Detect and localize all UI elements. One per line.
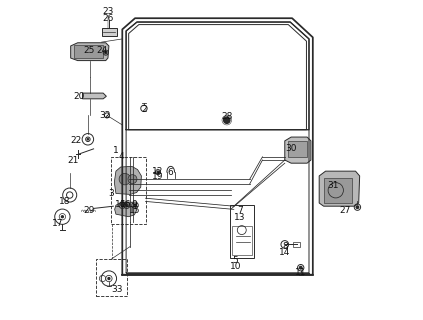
Text: 17: 17 bbox=[52, 219, 64, 228]
Text: 24: 24 bbox=[96, 45, 107, 55]
Text: 19: 19 bbox=[151, 172, 163, 181]
Polygon shape bbox=[285, 137, 311, 163]
Circle shape bbox=[108, 277, 110, 279]
Text: 13: 13 bbox=[234, 213, 246, 222]
Text: 23: 23 bbox=[102, 7, 114, 16]
Polygon shape bbox=[319, 171, 360, 206]
Text: 12: 12 bbox=[152, 167, 163, 176]
Text: 26: 26 bbox=[102, 14, 114, 23]
Circle shape bbox=[224, 117, 230, 123]
Circle shape bbox=[119, 173, 131, 185]
Text: 5: 5 bbox=[233, 256, 238, 265]
Text: 4: 4 bbox=[119, 152, 124, 161]
Circle shape bbox=[87, 139, 88, 140]
Circle shape bbox=[105, 52, 107, 53]
Text: 21: 21 bbox=[67, 156, 79, 164]
Text: 7: 7 bbox=[237, 206, 243, 215]
Circle shape bbox=[356, 206, 359, 208]
Text: 32: 32 bbox=[99, 111, 110, 120]
Text: 9: 9 bbox=[132, 200, 137, 209]
Text: 22: 22 bbox=[71, 136, 82, 145]
Bar bbox=[111, 157, 146, 224]
Text: 6: 6 bbox=[167, 168, 173, 177]
Circle shape bbox=[299, 267, 302, 269]
Polygon shape bbox=[115, 202, 137, 217]
Text: 8: 8 bbox=[282, 242, 288, 251]
Text: 16: 16 bbox=[115, 200, 126, 209]
Text: 27: 27 bbox=[340, 206, 351, 215]
Bar bbox=[74, 45, 102, 58]
Polygon shape bbox=[114, 166, 141, 195]
Bar bbox=[288, 141, 307, 157]
Bar bbox=[324, 178, 352, 203]
Text: 29: 29 bbox=[83, 206, 94, 215]
Circle shape bbox=[134, 204, 136, 206]
Polygon shape bbox=[82, 93, 106, 99]
Bar bbox=[102, 28, 117, 36]
Text: 30: 30 bbox=[286, 144, 297, 153]
Circle shape bbox=[61, 216, 63, 218]
Text: 15: 15 bbox=[129, 206, 140, 215]
Text: 20: 20 bbox=[74, 92, 85, 101]
Circle shape bbox=[121, 204, 124, 206]
Text: 18: 18 bbox=[59, 197, 71, 206]
Circle shape bbox=[128, 175, 137, 184]
Text: 16: 16 bbox=[121, 200, 132, 209]
Text: 33: 33 bbox=[112, 284, 123, 293]
Bar bbox=[232, 226, 252, 255]
Bar bbox=[96, 259, 127, 296]
Text: 1: 1 bbox=[113, 146, 119, 155]
Polygon shape bbox=[71, 43, 109, 60]
Circle shape bbox=[157, 171, 159, 173]
Circle shape bbox=[126, 204, 128, 206]
Text: 11: 11 bbox=[295, 268, 306, 277]
Text: 25: 25 bbox=[83, 45, 94, 55]
Text: 3: 3 bbox=[108, 189, 114, 198]
Text: 10: 10 bbox=[230, 262, 241, 271]
Bar bbox=[293, 242, 300, 247]
Text: 2: 2 bbox=[142, 105, 147, 114]
Text: 31: 31 bbox=[327, 181, 338, 190]
Text: 14: 14 bbox=[279, 248, 291, 257]
Text: 28: 28 bbox=[221, 113, 233, 122]
Bar bbox=[230, 204, 254, 258]
